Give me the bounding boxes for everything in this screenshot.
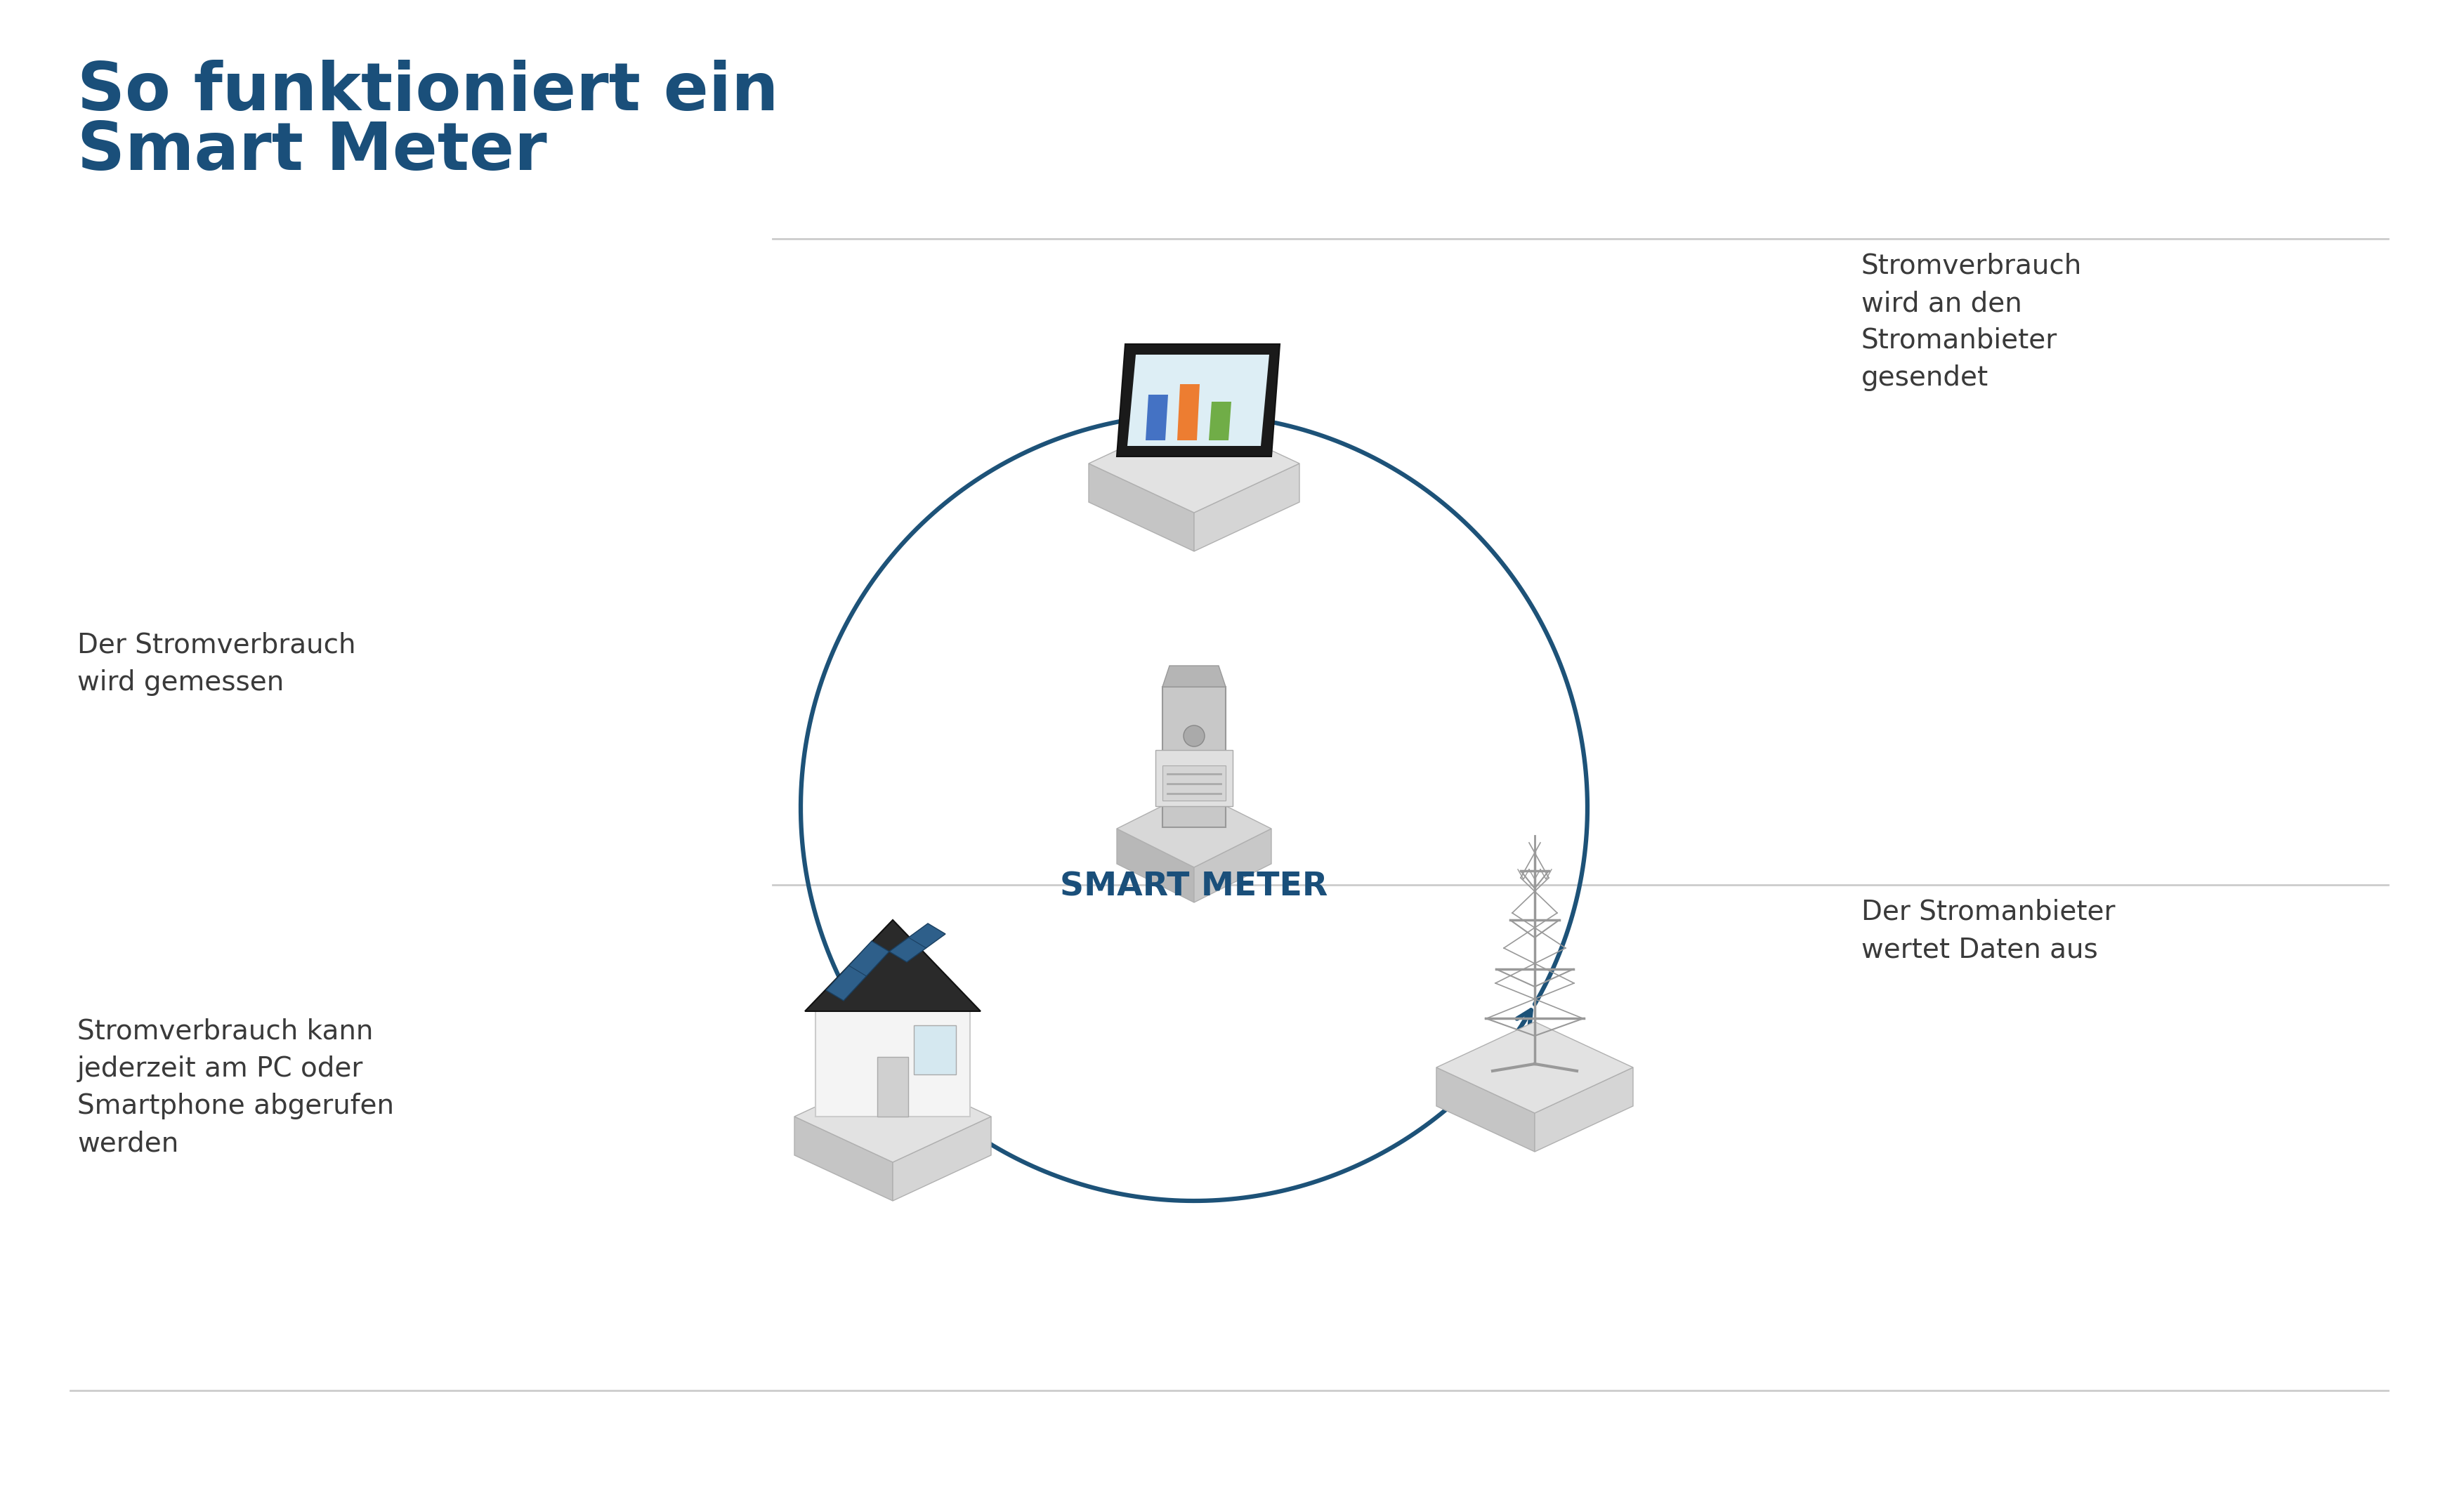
Polygon shape [1163,666,1225,687]
Polygon shape [1163,687,1225,827]
Polygon shape [1535,1067,1634,1151]
Text: So funktioniert ein: So funktioniert ein [76,60,779,124]
Polygon shape [1116,343,1279,457]
Circle shape [1183,726,1205,746]
Polygon shape [806,920,981,1011]
Polygon shape [1116,829,1195,902]
Polygon shape [1195,829,1271,902]
Text: Der Stromverbrauch
wird gemessen: Der Stromverbrauch wird gemessen [76,632,355,696]
Text: Der Stromanbieter
wertet Daten aus: Der Stromanbieter wertet Daten aus [1860,899,2114,963]
Polygon shape [1156,749,1232,806]
Polygon shape [1437,1021,1634,1114]
Polygon shape [793,1070,991,1162]
Polygon shape [1129,355,1269,446]
Text: Smart Meter: Smart Meter [76,119,547,184]
Polygon shape [1089,463,1195,551]
Text: SMART METER: SMART METER [1060,870,1328,902]
Text: Stromverbrauch
wird an den
Stromanbieter
gesendet: Stromverbrauch wird an den Stromanbieter… [1860,252,2082,391]
Polygon shape [793,1117,892,1200]
Polygon shape [816,1011,971,1117]
Polygon shape [1163,766,1225,800]
Polygon shape [914,1026,956,1075]
Polygon shape [1089,415,1299,512]
Polygon shape [1116,790,1271,867]
Polygon shape [892,1117,991,1200]
Polygon shape [1210,402,1232,440]
Polygon shape [1437,1067,1535,1151]
Polygon shape [1178,384,1200,440]
Polygon shape [1195,463,1299,551]
Text: Stromverbrauch kann
jederzeit am PC oder
Smartphone abgerufen
werden: Stromverbrauch kann jederzeit am PC oder… [76,1018,394,1157]
Polygon shape [1146,394,1168,440]
Polygon shape [877,1057,909,1117]
Polygon shape [890,924,946,961]
Polygon shape [825,941,890,1000]
